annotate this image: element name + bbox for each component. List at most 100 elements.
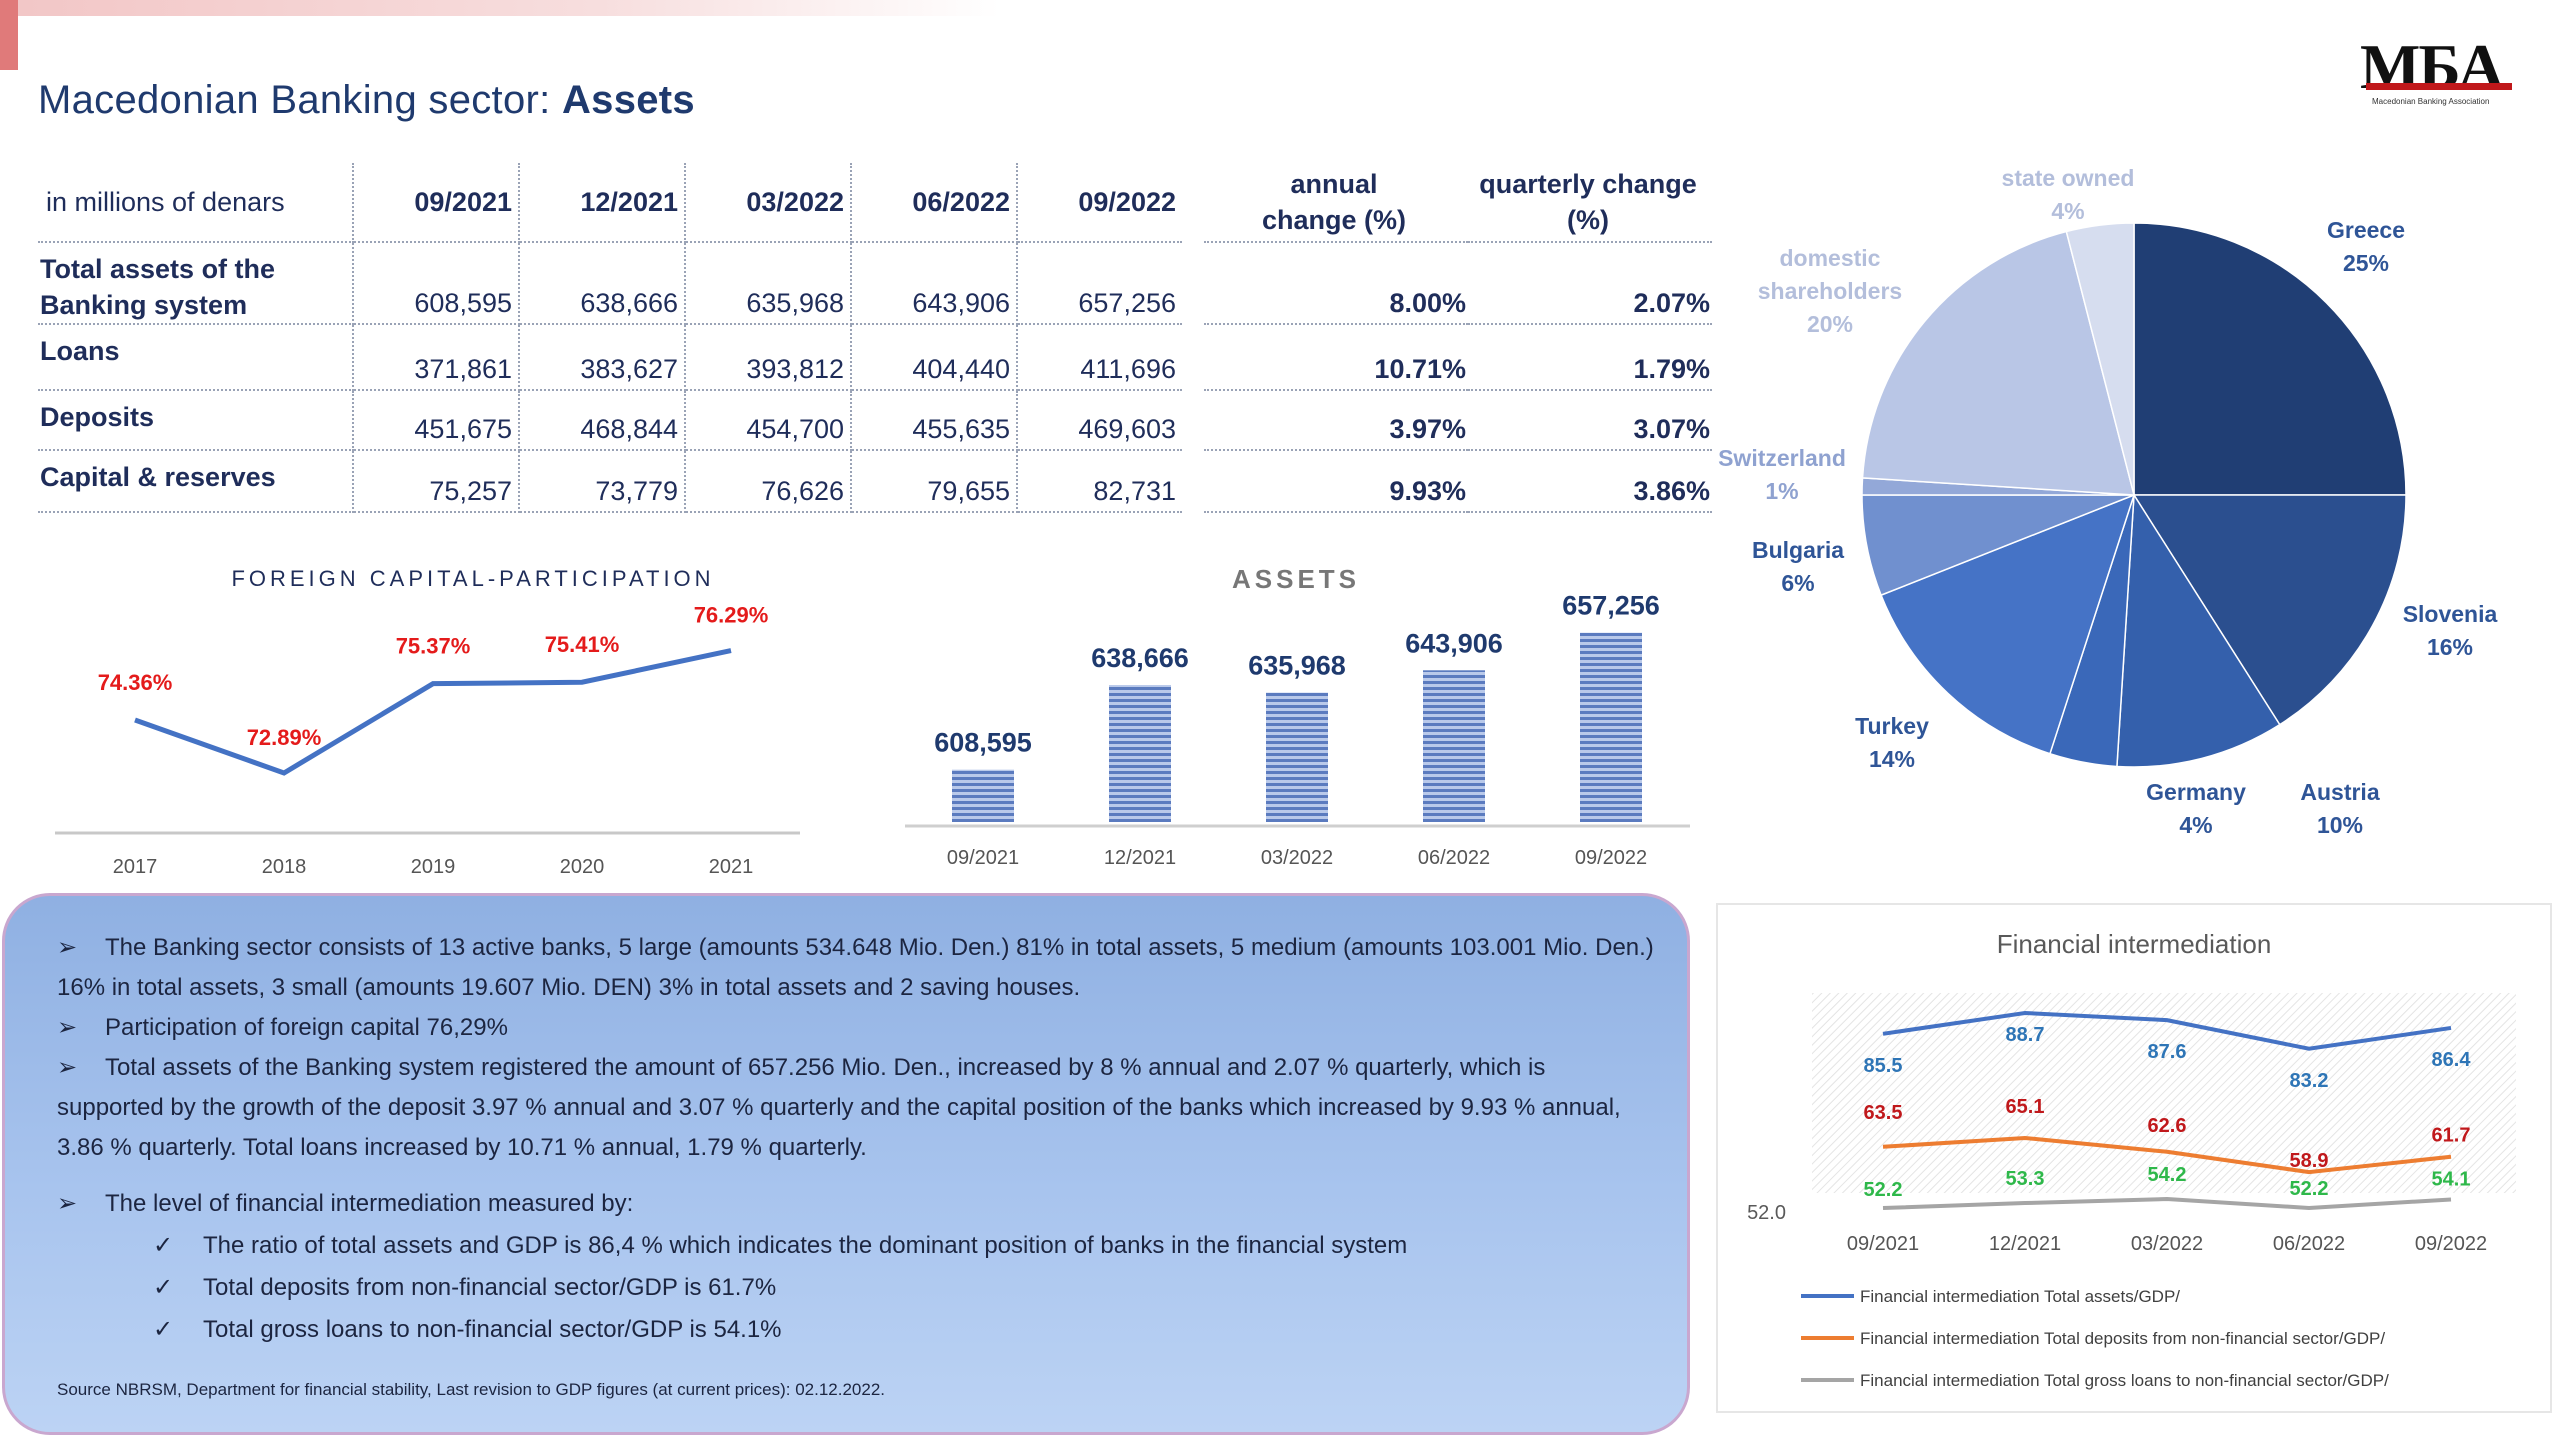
bar (1109, 685, 1171, 822)
top-accent-tick (0, 0, 18, 70)
slice-percent: 16% (2427, 634, 2473, 660)
table-col-header: 06/2022 (851, 163, 1018, 243)
slice-percent: 6% (1781, 570, 1814, 596)
data-label: 608,595 (934, 728, 1032, 758)
notes-panel: ➢ The Banking sector consists of 13 activ… (2, 893, 1690, 1435)
table-gap (1182, 390, 1204, 450)
pie-slice (1880, 493, 2136, 755)
x-tick-label: 09/2021 (947, 847, 1019, 869)
table-row: Loans 371,861 383,627 393,812 404,440 41… (38, 324, 1712, 391)
data-label: 657,256 (1562, 591, 1660, 621)
data-label: 72.89% (247, 725, 322, 750)
table-cell: 657,256 (1017, 242, 1182, 325)
note-continuation: 3.86 % quarterly. Total loans increased … (57, 1134, 867, 1161)
x-tick-label: 06/2022 (1418, 847, 1490, 869)
note-check-item: ✓ Total gross loans to non-financial sect… (153, 1316, 782, 1343)
slice-percent: 4% (2179, 812, 2212, 838)
x-tick-label: 09/2021 (1847, 1233, 1919, 1255)
slice-percent: 1% (1765, 478, 1798, 504)
annual-change-cell: 3.97% (1204, 390, 1468, 451)
table-row: Deposits 451,675 468,844 454,700 455,635… (38, 390, 1712, 451)
table-cell: 454,700 (685, 390, 852, 451)
table-cell: 468,844 (519, 390, 686, 451)
data-label: 75.41% (545, 632, 620, 657)
table-cell: 635,968 (685, 242, 852, 325)
note-bullet: ➢ Total assets of the Banking system regi… (57, 1054, 1546, 1081)
table-gap (1182, 450, 1204, 512)
slice-percent: 20% (1807, 311, 1853, 337)
chart-title: ASSETS (1232, 564, 1360, 594)
note-bullet: ➢ Participation of foreign capital 76,29% (57, 1014, 508, 1041)
logo-subtitle: Macedonian Banking Association (2372, 97, 2490, 106)
slice-percent: 25% (2343, 250, 2389, 276)
quarterly-change-cell: 1.79% (1468, 324, 1712, 391)
data-label: 63.5 (1864, 1102, 1903, 1124)
slice-label: Austria (2300, 779, 2379, 805)
source-note: Source NBRSM, Department for financial s… (57, 1380, 886, 1399)
data-label: 85.5 (1864, 1055, 1903, 1077)
data-label: 62.6 (2148, 1115, 2187, 1137)
mba-logo: МБА Macedonian Banking Association (2360, 30, 2520, 120)
chart-title: Financial intermediation (1997, 929, 2272, 959)
note-continuation: supported by the growth of the deposit 3… (57, 1094, 1621, 1121)
data-label: 53.3 (2006, 1168, 2045, 1190)
note-bullet: ➢ The level of financial intermediation m… (57, 1190, 634, 1217)
financial-intermediation-chart: Financial intermediation 52.0 85.5 88.7 87… (1747, 929, 2516, 1390)
series-line (1882, 1135, 2452, 1175)
slice-label: shareholders (1758, 278, 1902, 304)
table-cell: 82,731 (1017, 450, 1182, 513)
x-tick-label: 2020 (560, 856, 605, 878)
logo-red-bar (2366, 83, 2512, 90)
quarterly-change-cell: 3.86% (1468, 450, 1712, 513)
table-unit-label: in millions of denars (38, 163, 354, 243)
assets-table: in millions of denars 09/2021 12/2021 03… (38, 163, 1712, 513)
table-row: Capital & reserves 75,257 73,779 76,626 … (38, 450, 1712, 513)
table-cell: 455,635 (851, 390, 1018, 451)
row-label: Total assets of the Banking system (38, 242, 354, 325)
table-cell: 371,861 (353, 324, 520, 391)
slice-percent: 10% (2317, 812, 2363, 838)
data-label: 88.7 (2006, 1024, 2045, 1046)
bar (1580, 632, 1642, 822)
pie-slice (2116, 492, 2281, 768)
table-cell: 75,257 (353, 450, 520, 513)
logo-text: МБА (2360, 31, 2504, 102)
slice-label: domestic (1780, 245, 1881, 271)
x-tick-label: 12/2021 (1989, 1233, 2061, 1255)
series-line (1882, 1010, 2452, 1051)
pie-slice (2065, 222, 2135, 496)
table-cell: 383,627 (519, 324, 686, 391)
data-label: 635,968 (1248, 651, 1346, 681)
x-tick-label: 12/2021 (1104, 847, 1176, 869)
page-title-prefix: Macedonian Banking sector: (38, 78, 562, 122)
y-tick-label: 52.0 (1747, 1202, 1786, 1224)
slice-label: Greece (2327, 217, 2405, 243)
slice-label: Switzerland (1718, 445, 1846, 471)
x-tick-label: 2021 (709, 856, 754, 878)
table-cell: 404,440 (851, 324, 1018, 391)
annual-change-cell: 10.71% (1204, 324, 1468, 391)
pie-slice (2132, 494, 2407, 726)
x-tick-label: 03/2022 (2131, 1233, 2203, 1255)
quarterly-change-cell: 2.07% (1468, 242, 1712, 325)
table-cell: 73,779 (519, 450, 686, 513)
annual-change-cell: 9.93% (1204, 450, 1468, 513)
table-gap (1182, 324, 1204, 390)
x-tick-label: 2018 (262, 856, 307, 878)
data-label: 52.2 (2290, 1178, 2329, 1200)
foreign-capital-chart: FOREIGN CAPITAL-PARTICIPATION 74.36% 2017… (55, 566, 800, 878)
slice-label: Bulgaria (1752, 537, 1844, 563)
top-accent-band (0, 0, 1000, 16)
note-check-item: ✓ Total deposits from non-financial secto… (153, 1274, 777, 1301)
table-cell: 451,675 (353, 390, 520, 451)
data-label: 58.9 (2290, 1150, 2329, 1172)
slice-percent: 4% (2051, 198, 2084, 224)
series-line (134, 648, 732, 776)
data-label: 65.1 (2006, 1096, 2045, 1118)
slice-label: Slovenia (2403, 601, 2498, 627)
table-col-header: 12/2021 (519, 163, 686, 243)
note-check-item: ✓ The ratio of total assets and GDP is 86… (153, 1232, 1408, 1259)
table-cell: 79,655 (851, 450, 1018, 513)
row-label: Loans (38, 324, 354, 391)
annual-change-header: annual change (%) (1204, 163, 1468, 243)
